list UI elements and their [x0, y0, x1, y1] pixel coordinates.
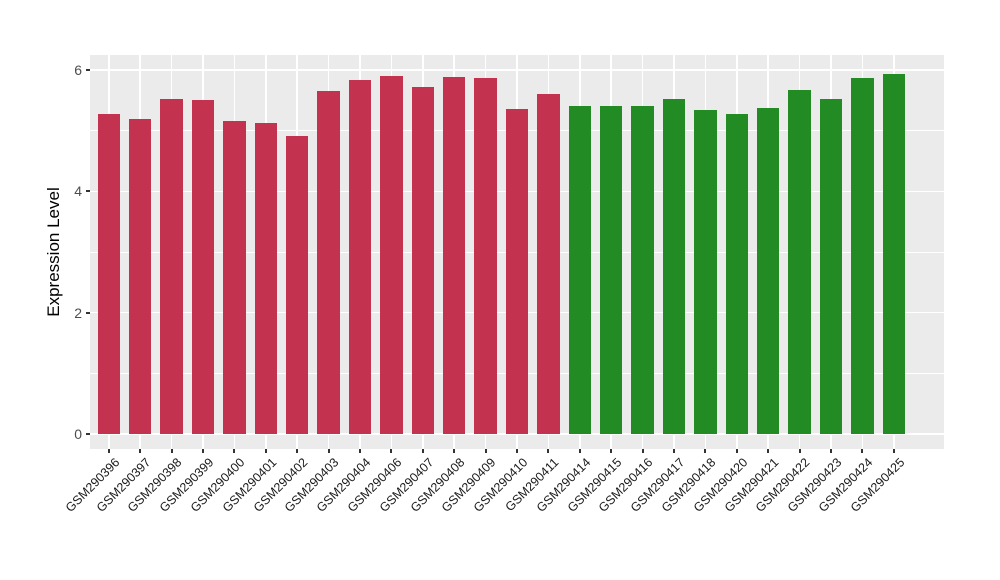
x-axis-tick-mark [610, 449, 613, 453]
bar [160, 99, 183, 434]
y-axis-tick-mark [86, 432, 90, 435]
bar [882, 73, 905, 434]
x-axis-tick-mark [107, 449, 110, 453]
x-axis-tick-mark [735, 449, 738, 453]
bar [568, 105, 591, 434]
y-axis-tick-label: 6 [74, 62, 82, 79]
x-axis-tick-mark [421, 449, 424, 453]
bar [474, 78, 497, 434]
bar [97, 114, 121, 434]
bar [317, 91, 340, 434]
x-axis-tick-mark [139, 449, 142, 453]
x-axis-tick-mark [704, 449, 707, 453]
x-axis-tick-mark [892, 449, 895, 453]
x-axis-tick-mark [641, 449, 644, 453]
bar [756, 108, 780, 434]
y-axis-tick-label: 2 [74, 304, 82, 321]
bar [285, 135, 309, 434]
bar [348, 80, 372, 434]
x-axis-tick-mark [767, 449, 770, 453]
bar [380, 75, 403, 434]
y-axis-tick-mark [86, 311, 90, 314]
bar [662, 98, 686, 434]
bar [223, 121, 246, 434]
x-axis-tick-mark [829, 449, 832, 453]
x-axis-tick-mark [359, 449, 361, 453]
bar [725, 113, 748, 434]
bar [851, 78, 874, 434]
bar [442, 76, 466, 434]
x-axis-tick-mark [233, 449, 236, 453]
x-axis-tick-mark [296, 449, 299, 453]
bar [254, 123, 278, 434]
x-axis-tick-mark [453, 449, 456, 453]
x-axis-tick-mark [170, 449, 173, 453]
y-axis-tick-mark [86, 190, 90, 193]
y-axis-tick-mark [86, 69, 90, 72]
x-axis-tick-mark [484, 449, 487, 453]
x-axis-tick-mark [861, 449, 864, 453]
bar [411, 87, 435, 434]
x-axis-tick-mark [578, 449, 581, 453]
bar [191, 99, 215, 434]
x-axis-tick-mark [798, 449, 801, 453]
bar [129, 118, 152, 434]
bar [505, 108, 529, 434]
x-axis-tick-mark [264, 449, 267, 453]
y-axis-title: Expression Level [44, 187, 63, 317]
x-axis-tick-mark [327, 449, 330, 453]
bar [819, 99, 843, 434]
bar [631, 105, 654, 434]
x-axis-tick-mark [547, 449, 550, 453]
bar [537, 94, 560, 434]
x-axis-tick-mark [516, 449, 518, 453]
bar [788, 89, 811, 434]
plot-panel [90, 55, 944, 449]
bar [599, 105, 623, 434]
bar [694, 109, 717, 434]
x-axis-tick-mark [390, 449, 393, 453]
x-axis-tick-mark [672, 449, 675, 453]
x-axis-tick-mark [202, 449, 205, 453]
y-axis-tick-label: 4 [74, 183, 82, 200]
y-axis-tick-label: 0 [74, 425, 82, 442]
